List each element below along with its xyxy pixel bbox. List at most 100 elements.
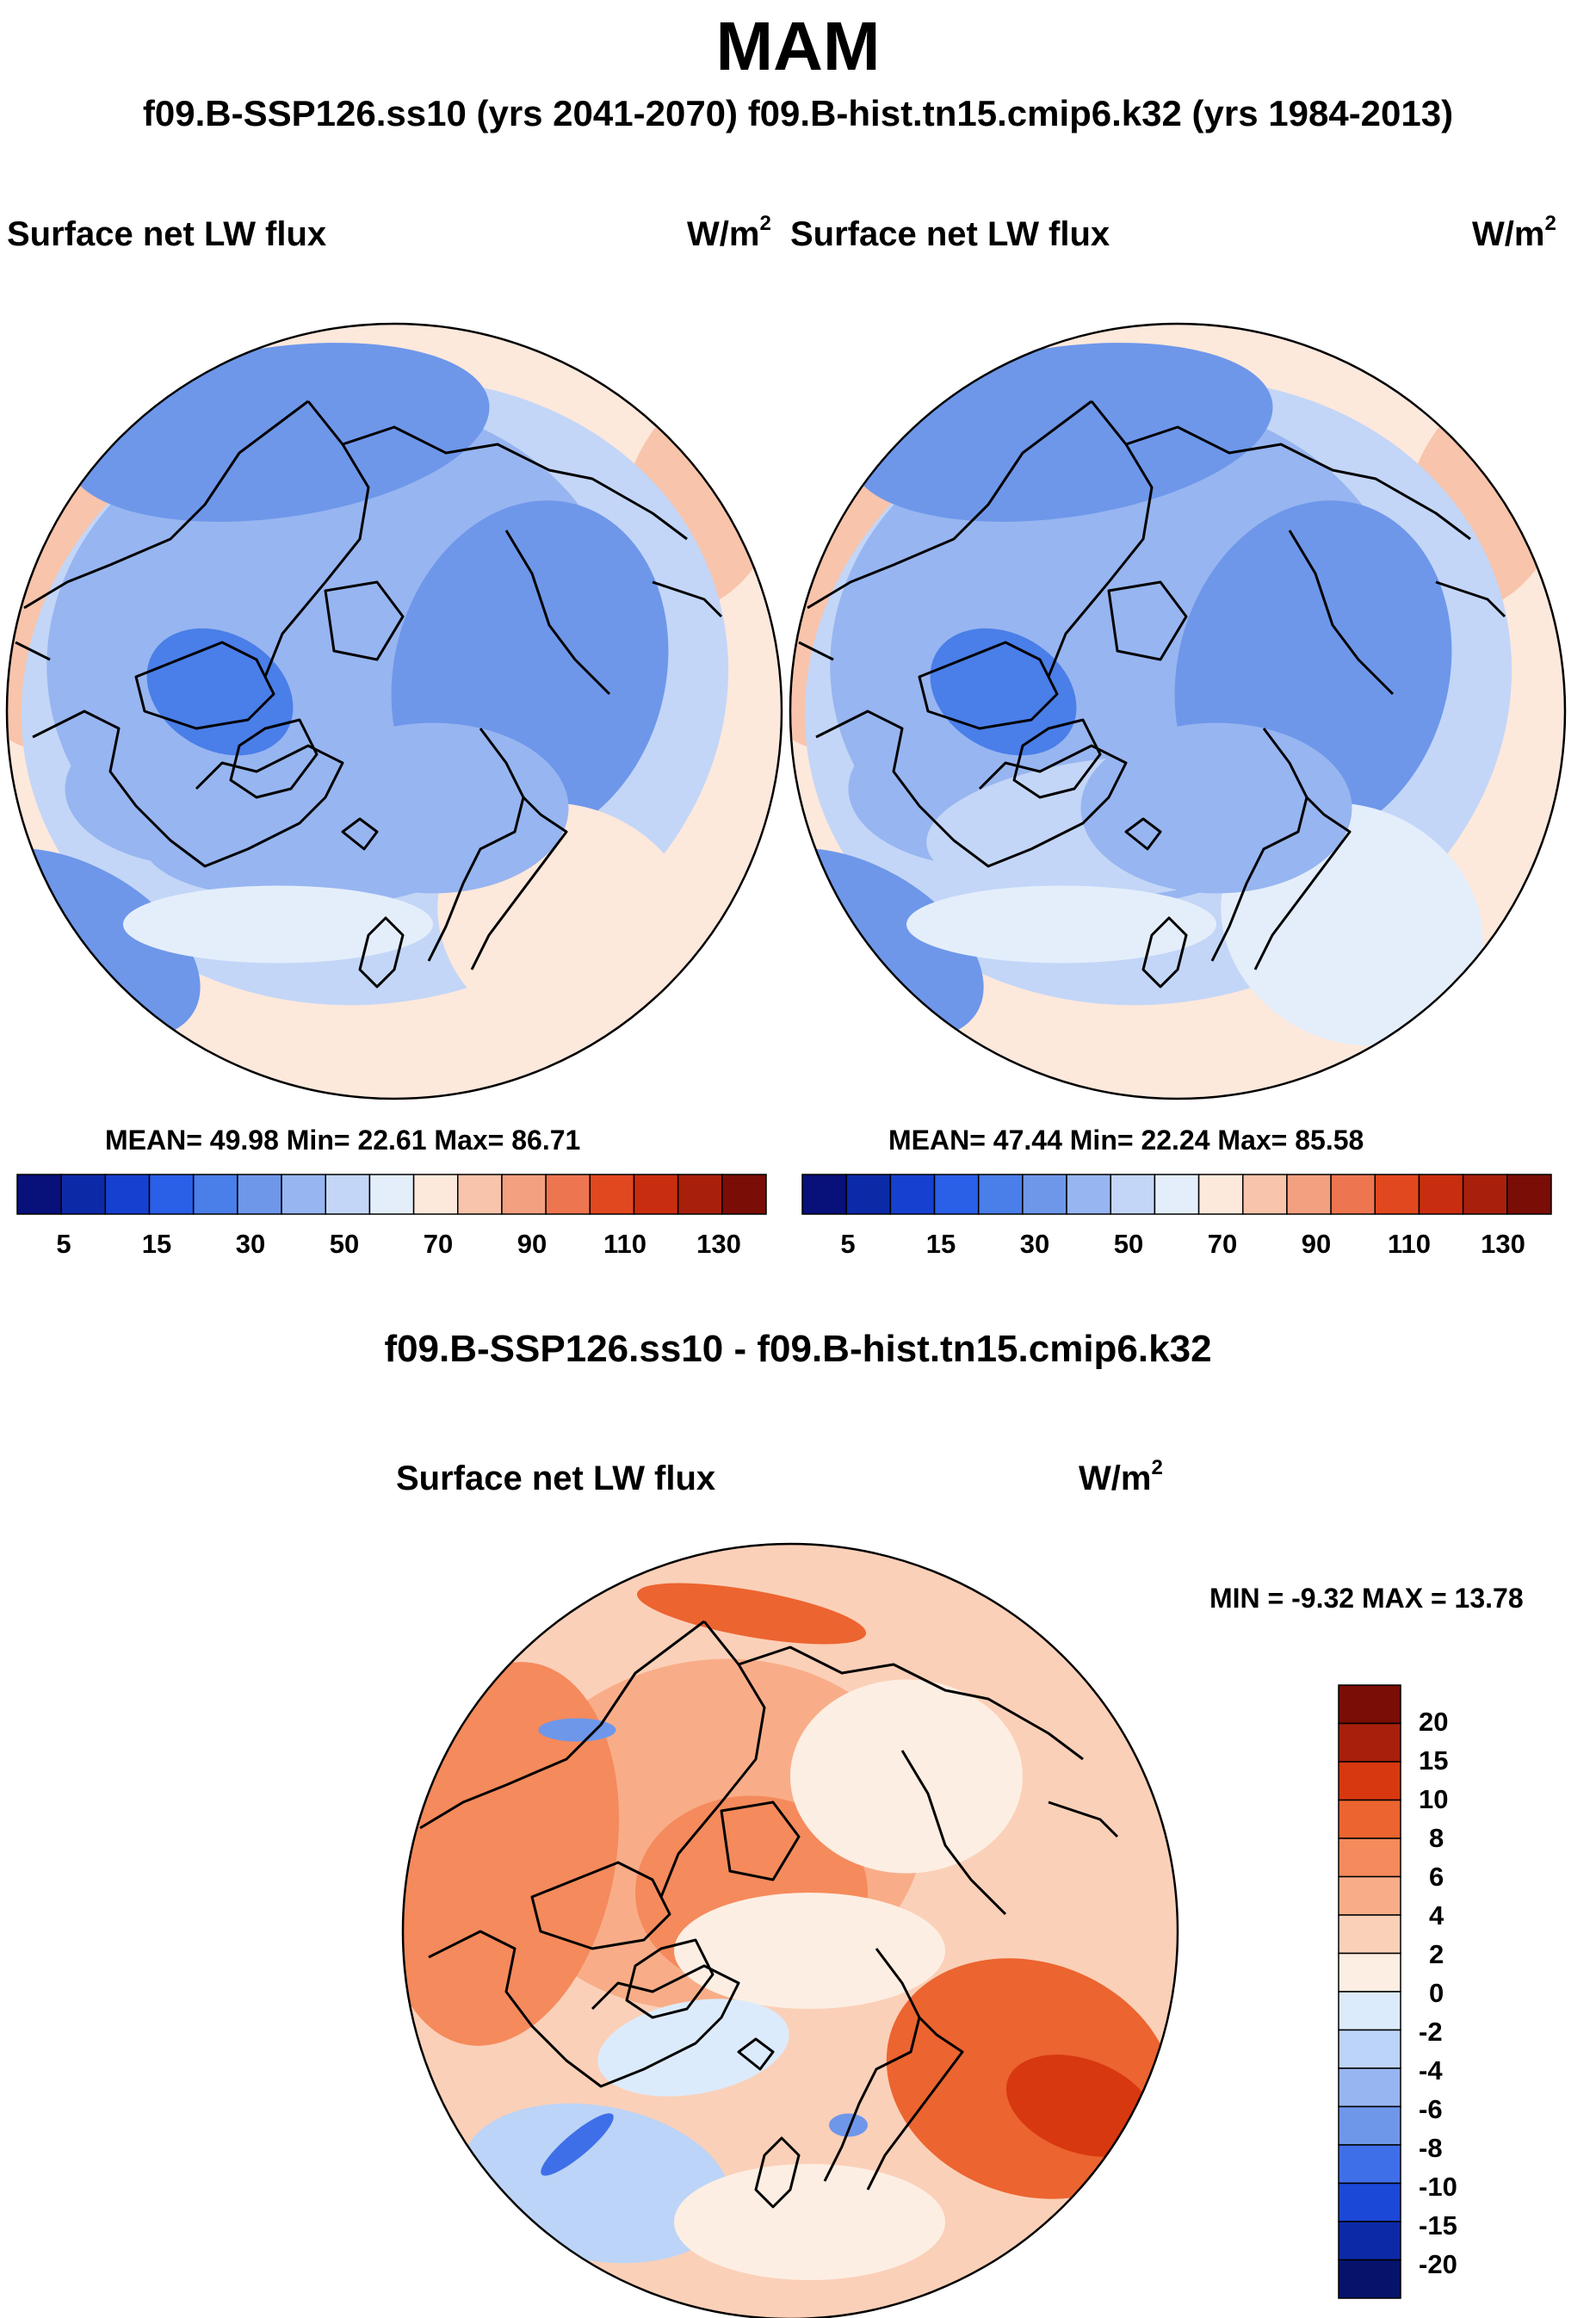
coastline [1288,530,1395,696]
cbar3-tick: 6 [1429,1862,1444,1892]
colorbar-panel1-swatch [16,1174,62,1215]
coastline [1012,718,1102,799]
coastline [1047,443,1154,678]
coastline [419,1620,705,1830]
cbar3-tick: 2 [1429,1939,1444,1969]
cbar1-tick: 130 [696,1229,741,1259]
colorbar-panel1-swatch [104,1174,151,1215]
cbar1-tick: 90 [517,1229,547,1259]
coastline [229,718,319,799]
colorbar-panel1-swatch [237,1174,282,1215]
panel1-variable-label: Surface net LW flux [7,215,327,253]
colorbar-difference-swatch [1338,1761,1401,1801]
map-difference-outline [401,1542,1179,2318]
field-region [674,1893,945,2009]
colorbar-difference-swatch [1338,1838,1401,1878]
coastline [1107,580,1188,661]
field-region [597,1999,789,2097]
colorbar-panel2-swatch [1022,1174,1067,1215]
coastline [737,2037,775,2071]
coastline [341,817,379,851]
coastline [358,916,405,989]
colorbar-panel1-swatch [589,1174,635,1215]
colorbar-difference-swatch [1338,2221,1401,2261]
cbar2-tick: 5 [840,1229,856,1259]
field-region [123,885,433,964]
cbar1-tick: 30 [235,1229,266,1259]
field-region [636,1583,867,1645]
coastline [23,400,309,610]
coastline [720,1800,801,1881]
panel1-units-label: W/m2 [687,212,771,253]
coastline [625,1938,714,2019]
coastline [324,580,405,661]
colorbar-panel2-swatch [933,1174,980,1215]
colorbar-panel1-swatch [677,1174,723,1215]
coastline [1141,916,1188,989]
cbar1-tick: 15 [141,1229,172,1259]
cbar3-tick: 10 [1419,1784,1449,1814]
cbar3-tick: -10 [1419,2172,1457,2202]
field-region [790,1679,1023,1874]
panel2-units-label: W/m2 [1472,212,1556,253]
colorbar-panel2-swatch [1418,1174,1464,1215]
coastline [263,443,370,678]
coastline [15,641,51,661]
coastline [754,2136,801,2209]
cbar2-tick: 15 [925,1229,956,1259]
coastline [1253,796,1352,970]
colorbar-panel2 [801,1174,1552,1215]
colorbar-panel1-swatch [192,1174,238,1215]
subtitle: f09.B-SSP126.ss10 (yrs 2041-2070) f09.B-… [142,93,1454,133]
colorbar-difference-swatch [1338,1952,1401,1993]
difference-units-label: W/m2 [1079,1456,1163,1497]
cbar3-tick: -6 [1419,2094,1443,2124]
colorbar-panel2-swatch [1154,1174,1200,1215]
colorbar-difference-swatch [1338,1875,1401,1916]
coastline [702,1621,1084,1761]
coastline [427,728,525,962]
colorbar-panel2-swatch [1066,1174,1111,1215]
colorbar-difference-swatch [1338,2259,1401,2299]
colorbar-panel2-swatch [1286,1174,1332,1215]
coastline [1435,580,1506,618]
colorbar-panel2-swatch [845,1174,892,1215]
colorbar-panel1 [16,1174,767,1215]
cbar2-tick: 70 [1207,1229,1238,1259]
colorbar-difference-swatch [1338,2182,1401,2222]
cbar3-tick: 15 [1419,1745,1449,1776]
map-panel1 [7,324,782,1099]
field-region [829,2113,868,2137]
colorbar-panel2-swatch [1506,1174,1552,1215]
coastline [504,530,611,696]
colorbar-panel1-swatch [457,1174,503,1215]
map-panel1-outline [5,322,783,1100]
map-difference [403,1544,1178,2318]
cbar3-tick: 8 [1429,1823,1444,1853]
colorbar-difference-swatch [1338,2105,1401,2146]
coastline [652,580,723,618]
colorbar-panel2-swatch [1374,1174,1420,1215]
main-title: MAM [715,8,881,84]
field-region [674,2164,945,2280]
map-panel2-outline [789,322,1567,1100]
coastline [823,1948,921,2182]
colorbar-panel1-swatch [633,1174,679,1215]
map-panel2 [790,324,1565,1099]
coastline [659,1664,766,1898]
colorbar-difference-swatch [1338,1991,1401,2031]
cbar2-tick: 110 [1387,1229,1431,1259]
colorbar-panel1-swatch [545,1174,591,1215]
colorbar-difference-swatch [1338,2029,1401,2069]
colorbar-panel2-swatch [1197,1174,1244,1215]
colorbar-panel1-swatch [325,1174,371,1215]
cbar1-tick: 5 [56,1229,71,1259]
coastline [1124,817,1162,851]
coastline [918,641,1059,730]
cbar3-tick: -8 [1419,2133,1443,2163]
cbar3-tick: 4 [1429,1900,1444,1931]
colorbar-difference-swatch [1338,1799,1401,1839]
field-region [538,1718,616,1742]
colorbar-difference-swatch [1338,1914,1401,1955]
field-region [1005,2055,1156,2157]
